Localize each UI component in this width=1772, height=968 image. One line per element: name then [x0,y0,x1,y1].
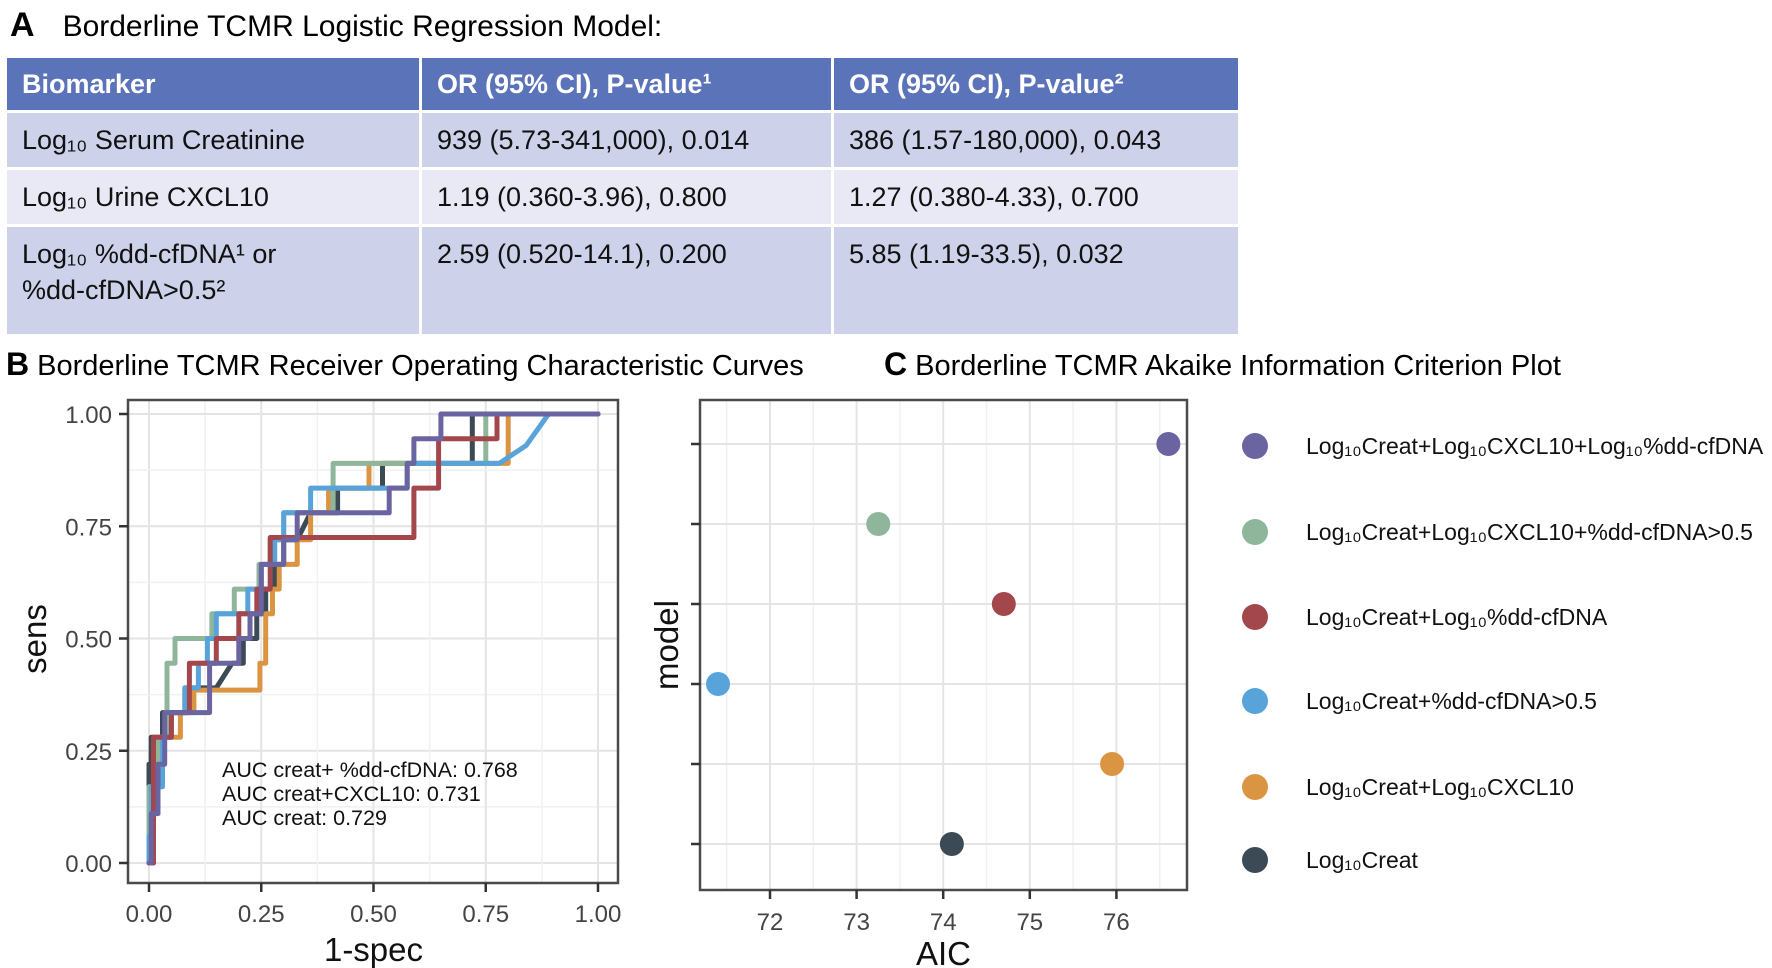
legend-item: Log₁₀Creat+Log₁₀CXCL10+Log₁₀%dd-cfDNA [1242,423,1763,469]
table-row: Log₁₀ Urine CXCL10 1.19 (0.360-3.96), 0.… [7,170,1238,224]
panel-c-label: C [884,346,908,382]
legend-label: Log₁₀Creat+Log₁₀CXCL10+%dd-cfDNA>0.5 [1306,518,1753,545]
panel-a-title: Borderline TCMR Logistic Regression Mode… [62,10,663,43]
legend-dot-icon [1242,688,1268,714]
x-axis-label: 1-spec [324,931,423,968]
table-cell: Log₁₀ %dd-cfDNA¹ or %dd-cfDNA>0.5² [7,227,419,334]
aic-point [939,832,964,856]
legend-dot-icon [1242,847,1268,873]
legend-item: Log₁₀Creat+%dd-cfDNA>0.5 [1242,678,1597,724]
x-tick-label: 0.25 [238,901,285,928]
table-cell: 5.85 (1.19-33.5), 0.032 [834,227,1238,334]
y-tick-label: 0.75 [65,514,112,541]
panel-a-label: A [10,6,35,44]
aic-point [1100,752,1125,776]
roc-curve [146,411,601,866]
legend-dot-icon [1242,604,1268,630]
legend-label: Log₁₀Creat+Log₁₀%dd-cfDNA [1306,603,1608,630]
panel-a-header: A Borderline TCMR Logistic Regression Mo… [10,6,662,45]
table-cell: 939 (5.73-341,000), 0.014 [422,113,831,167]
legend-label: Log₁₀Creat+Log₁₀CXCL10 [1306,773,1574,800]
panel-b-header: B Borderline TCMR Receiver Operating Char… [6,346,804,383]
legend-item: Log₁₀Creat [1242,837,1418,883]
legend-label: Log₁₀Creat+%dd-cfDNA>0.5 [1306,687,1597,714]
x-tick-label: 76 [1103,909,1130,936]
y-axis-label: model [650,600,685,690]
roc-chart: 0.00 0.00 0.25 0.25 0.50 0.50 0.75 0.75 1.00 1.00… [16,398,622,968]
y-tick-label: 1.00 [65,402,112,429]
x-tick-label: 75 [1016,909,1043,936]
legend-item: Log₁₀Creat+Log₁₀CXCL10 [1242,764,1574,810]
legend-dot-icon [1242,433,1268,459]
y-tick-label: 0.25 [65,739,112,766]
table-cell: 1.19 (0.360-3.96), 0.800 [422,170,831,224]
table-header-or-2: OR (95% CI), P-value² [834,58,1238,110]
legend-label: Log₁₀Creat+Log₁₀CXCL10+Log₁₀%dd-cfDNA [1306,432,1764,459]
table-cell: 2.59 (0.520-14.1), 0.200 [422,227,831,334]
x-tick-label: 74 [930,909,957,936]
aic-point [1156,432,1181,456]
legend-item: Log₁₀Creat+Log₁₀%dd-cfDNA [1242,594,1607,640]
panel-c-header: C Borderline TCMR Akaike Information Crit… [884,346,1561,383]
x-axis-label: AIC [916,935,971,968]
x-tick-label: 72 [757,909,784,936]
table-row: Log₁₀ Serum Creatinine 939 (5.73-341,000… [7,113,1238,167]
panel-b-title: Borderline TCMR Receiver Operating Chara… [37,350,804,382]
aic-point [866,512,891,536]
table-cell: 1.27 (0.380-4.33), 0.700 [834,170,1238,224]
legend-item: Log₁₀Creat+Log₁₀CXCL10+%dd-cfDNA>0.5 [1242,509,1753,555]
aic-chart: 72 73 74 75 76 AIC model [650,398,1189,968]
x-tick-label: 0.50 [350,901,397,928]
logistic-regression-table: Biomarker OR (95% CI), P-value¹ OR (95% … [4,55,1241,337]
y-tick-label: 0.00 [65,851,112,878]
x-tick-label: 0.00 [126,901,173,928]
aic-point [991,592,1016,616]
table-cell: Log₁₀ Urine CXCL10 [7,170,419,224]
table-row: Log₁₀ %dd-cfDNA¹ or %dd-cfDNA>0.5² 2.59 … [7,227,1238,334]
panel-b-label: B [6,346,30,382]
legend-dot-icon [1242,774,1268,800]
legend-label: Log₁₀Creat [1306,846,1418,873]
table-header-or-1: OR (95% CI), P-value¹ [422,58,831,110]
panel-c-title: Borderline TCMR Akaike Information Crite… [915,350,1561,382]
auc-annotation: AUC creat+CXCL10: 0.731 [222,782,481,806]
table-cell: Log₁₀ Serum Creatinine [7,113,419,167]
y-axis-label: sens [16,604,53,674]
x-tick-label: 1.00 [575,901,622,928]
aic-point [706,672,731,696]
auc-annotation: AUC creat+ %dd-cfDNA: 0.768 [222,758,518,782]
table-header-biomarker: Biomarker [7,58,419,110]
x-tick-label: 0.75 [462,901,509,928]
y-tick-label: 0.50 [65,627,112,654]
legend-dot-icon [1242,519,1268,545]
table-header-row: Biomarker OR (95% CI), P-value¹ OR (95% … [7,58,1238,110]
x-tick-label: 73 [843,909,870,936]
table-cell: 386 (1.57-180,000), 0.043 [834,113,1238,167]
auc-annotation: AUC creat: 0.729 [222,806,387,830]
